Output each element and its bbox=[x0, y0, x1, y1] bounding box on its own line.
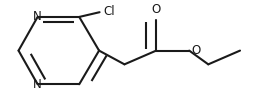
Text: O: O bbox=[192, 44, 201, 57]
Text: N: N bbox=[33, 10, 42, 23]
Text: O: O bbox=[152, 3, 161, 15]
Text: N: N bbox=[33, 78, 42, 91]
Text: Cl: Cl bbox=[103, 5, 115, 18]
